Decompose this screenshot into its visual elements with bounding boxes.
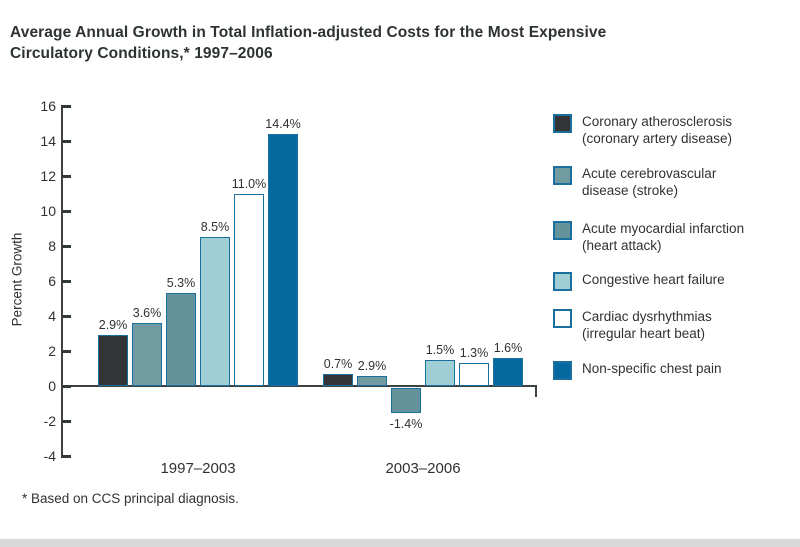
- y-axis-tick: [62, 280, 71, 283]
- category-label-1997-2003: 1997–2003: [160, 460, 236, 477]
- legend-label: Congestive heart failure: [582, 272, 725, 289]
- bar-2-group-1: [132, 323, 162, 386]
- bar-value-label: 0.7%: [323, 356, 353, 371]
- bar-5-group-2: [459, 363, 489, 386]
- legend-swatch: [553, 361, 572, 380]
- bar-value-label: 2.9%: [98, 318, 128, 333]
- legend-label-line: Non-specific chest pain: [582, 361, 722, 376]
- bar-2-group-2: [357, 375, 387, 386]
- legend-item-1: Coronary atherosclerosis (coronary artery…: [553, 114, 732, 147]
- legend-label-line: Coronary atherosclerosis: [582, 114, 733, 129]
- bar-value-label: 1.5%: [425, 342, 455, 357]
- y-axis-tick-label: 0: [48, 378, 56, 394]
- legend-swatch: [553, 166, 572, 185]
- legend-item-5: Cardiac dysrhythmias (irregular heart bea…: [553, 309, 712, 342]
- legend-label-line: disease (stroke): [582, 182, 679, 198]
- category-label-2003-2006: 2003–2006: [385, 460, 461, 477]
- y-axis-tick: [62, 455, 71, 458]
- legend-item-2: Acute cerebrovascular disease (stroke): [553, 166, 716, 199]
- legend-label: Acute cerebrovascular disease (stroke): [582, 166, 716, 199]
- bar-value-label: 2.9%: [357, 358, 387, 373]
- bar-1-group-1: [98, 335, 128, 386]
- y-axis-tick-label: 4: [48, 308, 56, 324]
- bar-4-group-1: [200, 237, 230, 386]
- bar-3-group-2: [391, 388, 421, 413]
- y-axis-tick: [62, 175, 71, 178]
- x-axis-end-tick: [535, 385, 537, 397]
- y-axis-tick-label: -2: [43, 413, 56, 429]
- legend-item-6: Non-specific chest pain: [553, 361, 722, 380]
- bar-value-label: 1.3%: [459, 346, 489, 361]
- bar-6-group-2: [493, 358, 523, 386]
- y-axis-tick: [62, 315, 71, 318]
- chart-title-line2: Circulatory Conditions,* 1997–2006: [10, 45, 273, 62]
- legend-item-4: Congestive heart failure: [553, 272, 725, 291]
- y-axis-tick-label: 12: [40, 168, 56, 184]
- legend-swatch: [553, 221, 572, 240]
- bar-4-group-2: [425, 359, 455, 386]
- legend-label-line: Congestive heart failure: [582, 272, 725, 287]
- legend-label-line: Acute myocardial infarction: [582, 221, 745, 236]
- chart-title: Average Annual Growth in Total Inflation…: [10, 22, 780, 64]
- y-axis-tick: [62, 420, 71, 423]
- legend-label-line: (irregular heart beat): [582, 325, 706, 341]
- footnote: * Based on CCS principal diagnosis.: [22, 491, 239, 506]
- legend-label-line: (coronary artery disease): [582, 130, 733, 146]
- legend-swatch: [553, 272, 572, 291]
- bar-3-group-1: [166, 293, 196, 386]
- bar-value-label: 1.6%: [493, 341, 523, 355]
- y-axis-tick-label: 6: [48, 273, 56, 289]
- y-axis-tick: [62, 385, 71, 388]
- bar-value-label: 14.4%: [265, 117, 301, 131]
- bar-value-label: 5.3%: [166, 276, 196, 291]
- legend-label-line: (heart attack): [582, 237, 662, 253]
- chart-title-line1: Average Annual Growth in Total Inflation…: [10, 24, 607, 41]
- y-axis-tick-label: 16: [40, 98, 56, 114]
- bar-value-label: 8.5%: [200, 220, 230, 235]
- y-axis-tick-label: -4: [43, 448, 56, 464]
- bar-value-label: 11.0%: [231, 176, 267, 191]
- legend-label: Non-specific chest pain: [582, 361, 722, 378]
- bar-1-group-2: [323, 373, 353, 386]
- legend-label-line: Cardiac dysrhythmias: [582, 309, 712, 324]
- y-axis-tick-label: 2: [48, 343, 56, 359]
- y-axis-tick: [62, 105, 71, 108]
- footer-strip: [0, 539, 800, 547]
- y-axis-tick: [62, 350, 71, 353]
- legend-swatch: [553, 309, 572, 328]
- bar-value-label: -1.4%: [389, 416, 423, 431]
- bar-5-group-1: [234, 193, 264, 386]
- y-axis-tick-label: 10: [40, 203, 56, 219]
- y-axis-tick: [62, 140, 71, 143]
- bar-6-group-1: [268, 134, 298, 386]
- legend-swatch: [553, 114, 572, 133]
- y-axis-tick: [62, 210, 71, 213]
- legend-label-line: Acute cerebrovascular: [582, 166, 717, 181]
- legend-label: Cardiac dysrhythmias (irregular heart bea…: [582, 309, 712, 342]
- y-axis-tick-label: 8: [48, 238, 56, 254]
- x-axis-baseline: [61, 385, 537, 387]
- legend-label: Coronary atherosclerosis (coronary artery…: [582, 114, 732, 147]
- bar-value-label: 3.6%: [132, 306, 162, 320]
- y-axis-tick: [62, 245, 71, 248]
- y-axis-tick-label: 14: [40, 133, 56, 149]
- legend-label: Acute myocardial infarction (heart attack…: [582, 221, 744, 254]
- legend-item-3: Acute myocardial infarction (heart attack…: [553, 221, 744, 254]
